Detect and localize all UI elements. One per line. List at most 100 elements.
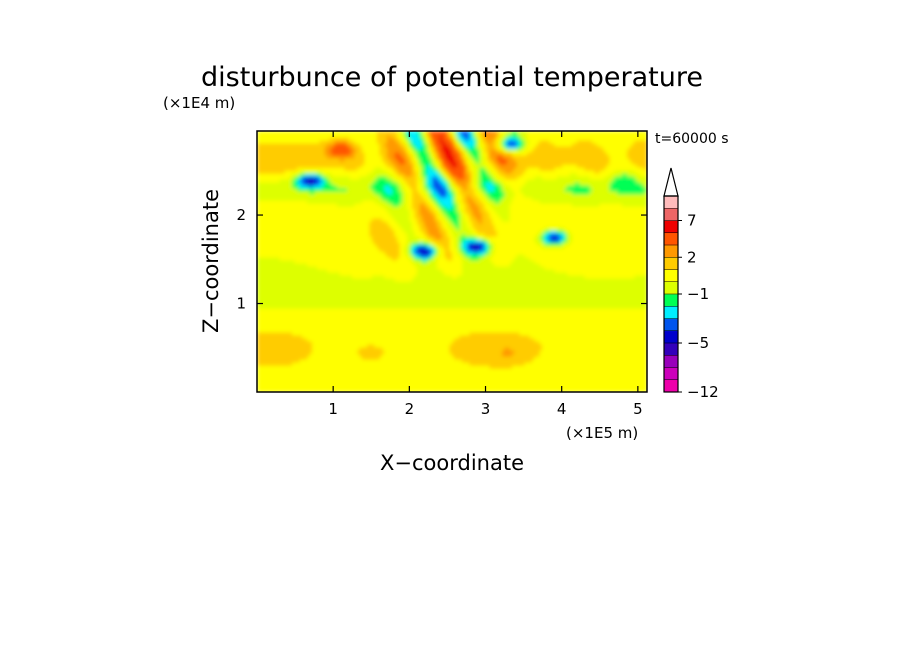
field-cell <box>279 380 283 384</box>
field-cell <box>272 284 276 288</box>
field-cell <box>272 233 276 237</box>
field-cell <box>259 257 263 261</box>
field-cell <box>279 242 283 246</box>
field-cell <box>274 362 278 366</box>
field-cell <box>277 371 281 375</box>
field-cell <box>257 215 261 219</box>
field-cell <box>277 179 281 183</box>
field-cell <box>272 149 276 153</box>
field-cell <box>267 218 271 222</box>
field-cell <box>282 386 286 390</box>
field-cell <box>277 302 281 306</box>
field-cell <box>267 371 271 375</box>
field-cell <box>272 299 276 303</box>
field-cell <box>269 302 273 306</box>
field-cell <box>274 167 278 171</box>
field-cell <box>272 158 276 162</box>
field-cell <box>272 161 276 165</box>
field-cell <box>264 323 268 327</box>
field-cell <box>277 236 281 240</box>
field-cell <box>274 158 278 162</box>
field-cell <box>264 350 268 354</box>
field-cell <box>269 233 273 237</box>
field-cell <box>262 194 266 198</box>
field-cell <box>264 191 268 195</box>
field-cell <box>262 269 266 273</box>
field-cell <box>264 245 268 249</box>
field-cell <box>267 377 271 381</box>
field-cell <box>267 221 271 225</box>
field-cell <box>264 263 268 267</box>
field-cell <box>257 131 261 135</box>
field-cell <box>274 209 278 213</box>
field-cell <box>262 311 266 315</box>
field-cell <box>279 230 283 234</box>
field-cell <box>262 137 266 141</box>
field-cell <box>279 335 283 339</box>
field-cell <box>279 332 283 336</box>
field-cell <box>279 260 283 264</box>
field-cell <box>269 326 273 330</box>
field-cell <box>262 356 266 360</box>
field-cell <box>279 176 283 180</box>
field-cell <box>267 245 271 249</box>
field-cell <box>262 287 266 291</box>
field-cell <box>279 290 283 294</box>
field-cell <box>264 347 268 351</box>
field-cell <box>277 308 281 312</box>
field-cell <box>272 359 276 363</box>
field-cell <box>274 212 278 216</box>
field-cell <box>262 212 266 216</box>
chart-title: disturbunce of potential temperature <box>201 62 703 93</box>
field-cell <box>274 233 278 237</box>
field-cell <box>259 152 263 156</box>
field-cell <box>262 329 266 333</box>
field-cell <box>274 272 278 276</box>
field-cell <box>272 263 276 267</box>
field-cell <box>262 314 266 318</box>
field-cell <box>267 323 271 327</box>
field-cell <box>272 362 276 366</box>
field-cell <box>269 281 273 285</box>
field-cell <box>259 143 263 147</box>
field-cell <box>262 284 266 288</box>
field-cell <box>259 326 263 330</box>
field-cell <box>264 134 268 138</box>
field-cell <box>272 275 276 279</box>
field-cell <box>262 173 266 177</box>
field-cell <box>264 254 268 258</box>
field-cell <box>257 254 261 258</box>
field-cell <box>264 386 268 390</box>
field-cell <box>274 380 278 384</box>
field-cell <box>259 236 263 240</box>
field-cell <box>269 332 273 336</box>
field-cell <box>262 242 266 246</box>
field-cell <box>272 194 276 198</box>
field-cell <box>274 143 278 147</box>
field-cell <box>262 134 266 138</box>
field-cell <box>279 197 283 201</box>
field-cell <box>259 266 263 270</box>
field-cell <box>259 227 263 231</box>
field-cell <box>277 146 281 150</box>
field-cell <box>277 224 281 228</box>
field-cell <box>272 320 276 324</box>
field-cell <box>272 380 276 384</box>
field-cell <box>259 329 263 333</box>
field-cell <box>264 353 268 357</box>
field-cell <box>259 284 263 288</box>
field-cell <box>262 386 266 390</box>
field-cell <box>257 380 261 384</box>
field-cell <box>277 206 281 210</box>
field-cell <box>277 182 281 186</box>
field-cell <box>272 332 276 336</box>
field-cell <box>272 293 276 297</box>
field-cell <box>259 278 263 282</box>
field-cell <box>267 365 271 369</box>
field-cell <box>257 338 261 342</box>
field-cell <box>274 191 278 195</box>
field-cell <box>274 206 278 210</box>
field-cell <box>272 308 276 312</box>
field-cell <box>277 170 281 174</box>
field-cell <box>272 176 276 180</box>
